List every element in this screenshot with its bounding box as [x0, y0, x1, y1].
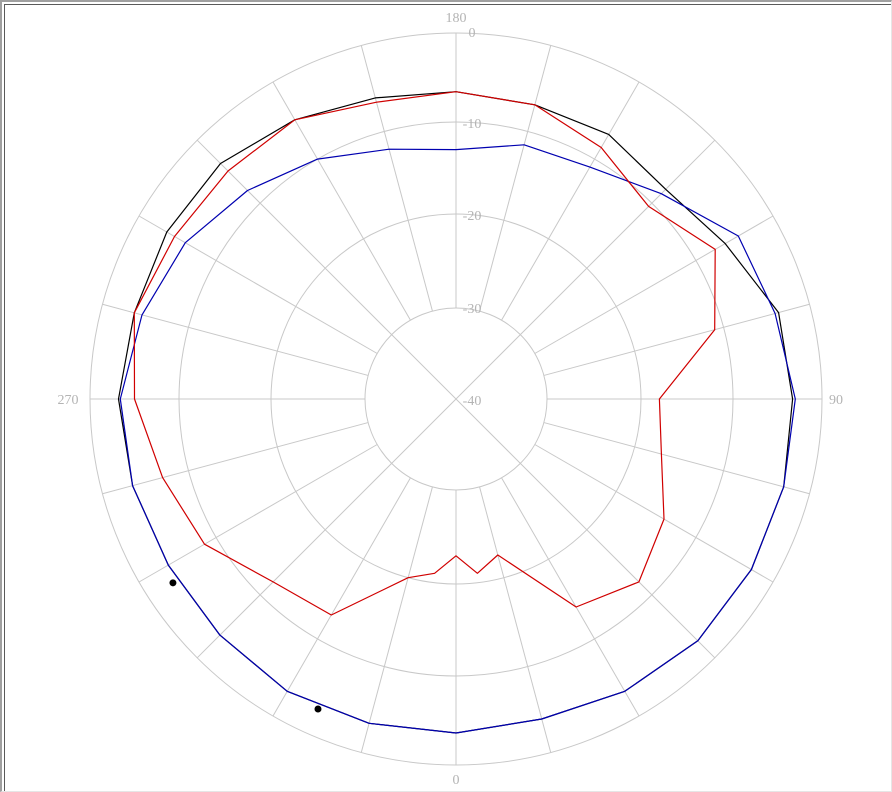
grid-center-diagonal-135	[391, 334, 521, 464]
grid-spoke-30	[501, 477, 640, 717]
series-0-marker-1	[169, 579, 177, 587]
grid-spoke-210	[272, 81, 411, 321]
grid-spoke-345	[360, 486, 433, 753]
grid-spoke-165	[479, 45, 552, 312]
radial-tick-label-3: -30	[463, 302, 482, 317]
angle-label-180: 180	[446, 11, 467, 26]
grid-spoke-135	[519, 139, 716, 336]
grid-spoke-195	[360, 45, 433, 312]
radial-tick-label-4: -40	[463, 394, 482, 409]
series-0-marker-0	[314, 705, 322, 713]
grid-spoke-105	[543, 303, 810, 376]
grid-spoke-255	[102, 303, 369, 376]
angle-label-0: 0	[453, 773, 460, 788]
polar-grid	[89, 32, 823, 766]
series-line-2	[133, 91, 716, 616]
grid-spoke-330	[272, 477, 411, 717]
grid-spoke-60	[534, 444, 774, 583]
radial-tick-label-1: -10	[463, 117, 482, 132]
grid-spoke-240	[138, 215, 378, 354]
grid-spoke-300	[138, 444, 378, 583]
grid-spoke-45	[519, 462, 716, 659]
series-layer	[117, 91, 796, 734]
angle-label-270: 270	[58, 393, 79, 408]
grid-spoke-15	[479, 486, 552, 753]
grid-spoke-315	[196, 462, 393, 659]
grid-spoke-150	[501, 81, 640, 321]
label-layer: 180 90 0 270 0 -10 -20 -30 -40	[58, 11, 844, 788]
radial-tick-label-0: 0	[469, 26, 476, 41]
grid-spoke-120	[534, 215, 774, 354]
grid-spoke-75	[543, 422, 810, 495]
grid-spoke-285	[102, 422, 369, 495]
grid-spoke-225	[196, 139, 393, 336]
angle-label-90: 90	[829, 393, 843, 408]
radial-tick-label-2: -20	[463, 209, 482, 224]
series-line-1	[119, 144, 796, 734]
plot-area-border	[4, 4, 891, 791]
